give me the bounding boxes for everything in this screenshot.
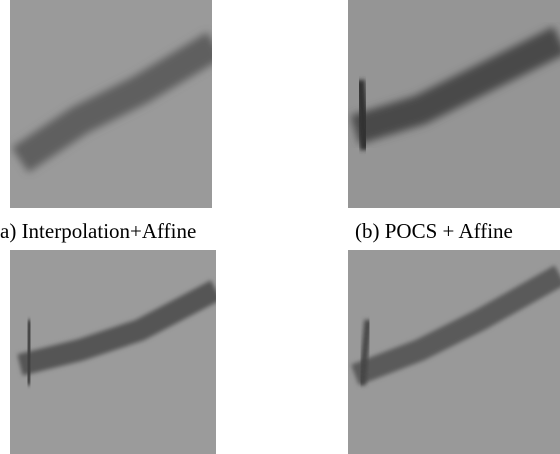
image-a: [10, 0, 212, 208]
image-c: [10, 250, 216, 454]
image-d: [348, 250, 560, 454]
caption-a: a) Interpolation+Affine: [0, 219, 196, 243]
image-b: [348, 0, 560, 208]
caption-b: (b) POCS + Affine: [355, 219, 513, 243]
